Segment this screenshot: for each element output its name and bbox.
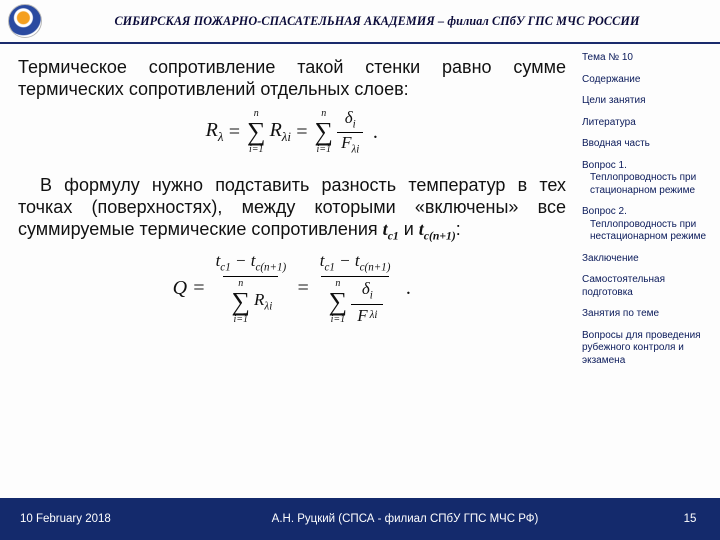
f2-minus2: − [335,251,355,270]
sidebar-label: Содержание [582,74,640,85]
sidebar-item[interactable]: Тема № 10 [582,52,714,65]
sum1-bot: i=1 [249,145,264,155]
sidebar-item[interactable]: Заключение [582,253,714,266]
tc-and: и [399,219,419,239]
f1-num: δ [345,108,353,127]
sum2-bot: i=1 [317,145,332,155]
f2s2-bot: i=1 [331,315,346,325]
f2-n2a-sub: с1 [324,262,334,274]
f1-den-sub: λi [351,143,359,155]
sidebar-label: Вопросы для проведения рубежного контрол… [582,330,701,366]
p2-text: В формулу нужно подставить разность темп… [18,175,566,240]
f2-in-num: δ [362,279,370,298]
p2-colon: : [456,219,461,239]
sidebar-label: Литература [582,117,636,128]
sidebar-label: Вопрос 2. [582,206,627,217]
f2-in-den-sub: λi [370,310,378,322]
sigma-icon: ∑ [315,119,334,145]
content: Термическое сопротивление такой стенки р… [0,44,580,498]
sidebar-label: Заключение [582,253,639,264]
paragraph-1: Термическое сопротивление такой стенки р… [18,56,566,101]
formula-1: Rλ = n ∑ i=1 Rλi = n ∑ [18,109,566,156]
f2-n1a-sub: с1 [220,262,230,274]
footer-date: 10 February 2018 [0,513,150,525]
equals-1: = [228,121,242,144]
equals-2: = [295,121,309,144]
f1-frac: δi Fλi [337,109,363,156]
f2-in-den: F [357,307,367,325]
sum-1: n ∑ i=1 Rλi [245,109,291,155]
sigma-icon: ∑ [231,289,250,315]
slide: СИБИРСКАЯ ПОЖАРНО-СПАСАТЕЛЬНАЯ АКАДЕМИЯ … [0,0,720,540]
f1-term: R [270,119,282,141]
paragraph-2: В формулу нужно подставить разность темп… [18,174,566,245]
footer-page: 15 [660,513,720,525]
main-area: Термическое сопротивление такой стенки р… [0,44,720,498]
f1-lhs-sub: λ [218,129,224,144]
f2-tail: . [406,277,411,300]
header: СИБИРСКАЯ ПОЖАРНО-СПАСАТЕЛЬНАЯ АКАДЕМИЯ … [0,0,720,44]
sidebar-label: Вводная часть [582,138,650,149]
sidebar-sublabel: Теплопроводность при нестационарном режи… [582,219,714,244]
f2-n1b-sub: с(n+1) [255,262,286,274]
tc1-sub: с1 [388,230,399,243]
sidebar-label: Самостоятельная подготовка [582,274,665,298]
header-title: СИБИРСКАЯ ПОЖАРНО-СПАСАТЕЛЬНАЯ АКАДЕМИЯ … [42,14,712,29]
f2-eq: = [296,277,310,300]
f2-in-num-sub: i [370,289,373,301]
f2-minus1: − [231,251,251,270]
emblem-logo [8,4,42,38]
formula-2: Q = tс1 − tс(n+1) n ∑ i=1 Rλi [18,252,566,325]
sidebar-sublabel: Теплопроводность при стационарном режиме [582,172,714,197]
sidebar-item[interactable]: Самостоятельная подготовка [582,274,714,299]
sum-2: n ∑ i=1 δi Fλi [313,109,364,156]
tc2-sub: с(n+1) [424,230,456,243]
sidebar-item[interactable]: Занятия по теме [582,308,714,321]
sidebar-label: Занятия по теме [582,308,659,319]
f2-frac1: tс1 − tс(n+1) n ∑ i=1 Rλi [210,252,293,325]
f2-innerfrac: δi Fλi [351,280,383,325]
f2-lhs: Q = [173,277,206,300]
sidebar: Тема № 10 Содержание Цели занятия Литера… [580,44,720,498]
f2-frac2: tс1 − tс(n+1) n ∑ i=1 δi Fλi [314,252,397,325]
footer: 10 February 2018 А.Н. Руцкий (СПСА - фил… [0,498,720,540]
f2-n2b-sub: с(n+1) [360,262,391,274]
f2-d1: R [254,290,264,309]
f2-d1-sub: λi [264,301,272,313]
sidebar-item[interactable]: Вводная часть [582,138,714,151]
sidebar-label: Тема № 10 [582,52,633,63]
f1-tail: . [373,121,378,144]
sigma-icon: ∑ [329,289,348,315]
sidebar-item[interactable]: Вопрос 2. Теплопроводность при нестациона… [582,206,714,244]
f1-num-sub: i [353,118,356,130]
footer-author: А.Н. Руцкий (СПСА - филиал СПбУ ГПС МЧС … [150,513,660,525]
sidebar-item[interactable]: Вопросы для проведения рубежного контрол… [582,330,714,368]
sidebar-item[interactable]: Литература [582,117,714,130]
f1-term-sub: λi [282,129,291,144]
sigma-icon: ∑ [247,119,266,145]
sidebar-label: Цели занятия [582,95,646,106]
f2s1-bot: i=1 [233,315,248,325]
f1-lhs: R [206,119,218,141]
sidebar-item[interactable]: Цели занятия [582,95,714,108]
sidebar-label: Вопрос 1. [582,160,627,171]
f1-den: F [341,133,351,152]
sidebar-item[interactable]: Содержание [582,74,714,87]
sidebar-item[interactable]: Вопрос 1.Теплопроводность при стационарн… [582,160,714,198]
